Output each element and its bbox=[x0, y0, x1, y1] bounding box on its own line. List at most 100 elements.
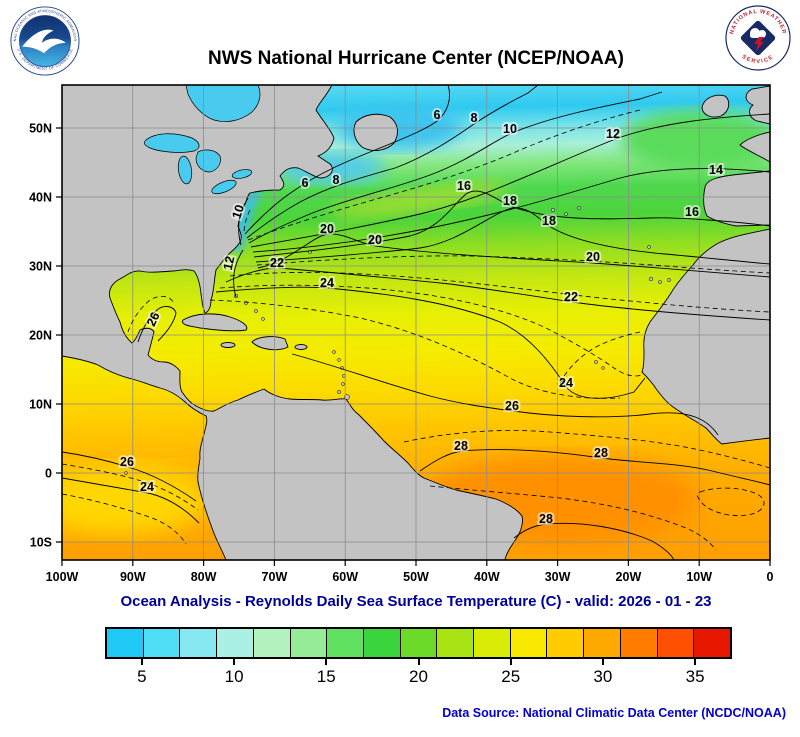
legend-cell bbox=[436, 629, 474, 657]
contour-label: 8 bbox=[333, 173, 340, 187]
legend-cell bbox=[289, 629, 327, 657]
legend-tickmark bbox=[233, 659, 236, 665]
contour-label: 22 bbox=[564, 290, 578, 304]
grid-lines bbox=[62, 85, 770, 560]
contour-labels: 6 8 10 12 6 8 14 16 18 18 16 10 20 20 20… bbox=[118, 106, 725, 528]
legend-tick-label: 20 bbox=[409, 667, 428, 686]
lon-label: 60W bbox=[332, 570, 358, 584]
sst-map: NWS National Hurricane Center (NCEP/NOAA… bbox=[29, 48, 774, 610]
contour-label: 28 bbox=[539, 512, 553, 526]
legend-cell bbox=[399, 629, 437, 657]
lat-label: 10N bbox=[29, 398, 52, 412]
map-caption: Ocean Analysis - Reynolds Daily Sea Surf… bbox=[120, 593, 711, 610]
legend-cell bbox=[656, 629, 694, 657]
island-puerto-rico bbox=[294, 344, 308, 350]
legend-tick-label: 25 bbox=[501, 667, 521, 686]
contour-label: 28 bbox=[594, 446, 608, 460]
legend-tickmark bbox=[601, 659, 604, 665]
legend-tick-label: 30 bbox=[593, 667, 613, 686]
contour-label: 24 bbox=[559, 376, 573, 390]
lat-axis-labels: 50N 40N 30N 20N 10N 0 10S bbox=[29, 122, 52, 550]
contour-label: 8 bbox=[471, 111, 478, 125]
contour-label: 18 bbox=[503, 194, 517, 208]
nws-cloud-icon bbox=[750, 28, 766, 38]
contour-label: 6 bbox=[302, 176, 309, 190]
legend-tick-label: 35 bbox=[685, 667, 705, 686]
lat-label: 0 bbox=[45, 467, 52, 481]
landmass-france bbox=[739, 131, 770, 163]
legend-tick-label: 5 bbox=[137, 667, 147, 686]
legend-tickmark bbox=[417, 659, 420, 665]
landmass-iberia bbox=[703, 170, 770, 227]
contour-label: 24 bbox=[320, 276, 334, 290]
lat-label: 10S bbox=[30, 536, 52, 550]
legend-tickmark bbox=[509, 659, 512, 665]
legend-cell bbox=[142, 629, 180, 657]
contour-label: 22 bbox=[270, 256, 284, 270]
color-scale-legend: 5 10 15 20 25 30 35 bbox=[105, 627, 732, 689]
contour-label: 12 bbox=[606, 127, 620, 141]
lon-label: 50W bbox=[403, 570, 429, 584]
legend-cell bbox=[252, 629, 290, 657]
contour-label: 14 bbox=[709, 163, 723, 177]
contour-label: 16 bbox=[685, 205, 699, 219]
lon-label: 80W bbox=[191, 570, 217, 584]
contour-label: 16 bbox=[457, 179, 471, 193]
legend-tick-label: 10 bbox=[224, 667, 244, 686]
svg-text:SERVICE: SERVICE bbox=[741, 54, 776, 65]
lon-axis-labels: 100W 90W 80W 70W 60W 50W 40W 30W 20W 10W… bbox=[46, 570, 774, 584]
legend-cell bbox=[546, 629, 584, 657]
contour-lines bbox=[62, 85, 770, 560]
lon-label: 40W bbox=[474, 570, 500, 584]
legend-tick-label: 15 bbox=[316, 667, 336, 686]
lat-label: 30N bbox=[29, 260, 52, 274]
lon-label: 100W bbox=[46, 570, 79, 584]
legend-tickmark bbox=[694, 659, 697, 665]
legend-cell bbox=[619, 629, 657, 657]
legend-cell bbox=[693, 629, 730, 657]
contour-label: 20 bbox=[586, 250, 600, 264]
lon-label: 90W bbox=[120, 570, 146, 584]
legend-cell bbox=[509, 629, 547, 657]
contour-label: 10 bbox=[229, 203, 247, 221]
contour-label: 10 bbox=[503, 122, 517, 136]
nws-lightning-icon bbox=[754, 37, 764, 51]
lat-label: 40N bbox=[29, 191, 52, 205]
contour-label: 20 bbox=[368, 233, 382, 247]
lon-label: 10W bbox=[686, 570, 712, 584]
contour-label: 20 bbox=[320, 222, 334, 236]
lat-label: 50N bbox=[29, 122, 52, 136]
legend-tickmark bbox=[325, 659, 328, 665]
contour-label: 18 bbox=[542, 214, 556, 228]
lon-label: 20W bbox=[616, 570, 642, 584]
noaa-logo: NATIONAL OCEANIC AND ATMOSPHERIC ADMINIS… bbox=[10, 6, 80, 76]
legend-cell bbox=[473, 629, 510, 657]
contour-label: 24 bbox=[140, 480, 154, 494]
legend-cell bbox=[362, 629, 400, 657]
page-title: NWS National Hurricane Center (NCEP/NOAA… bbox=[208, 48, 624, 69]
nws-arc-text-bottom: SERVICE bbox=[741, 54, 774, 65]
legend-cell bbox=[107, 629, 143, 657]
hudson-bay bbox=[185, 85, 261, 122]
legend-cell bbox=[326, 629, 363, 657]
contour-label: 12 bbox=[221, 255, 238, 272]
lon-label: 70W bbox=[262, 570, 288, 584]
legend-bar bbox=[105, 627, 732, 659]
legend-cell bbox=[583, 629, 620, 657]
lat-label: 20N bbox=[29, 329, 52, 343]
contour-label: 28 bbox=[454, 439, 468, 453]
island-cuba bbox=[182, 313, 248, 332]
axis-ticks bbox=[56, 127, 771, 566]
island-ireland bbox=[701, 94, 730, 118]
contour-label: 26 bbox=[120, 455, 134, 469]
noaa-gull-icon bbox=[22, 29, 66, 54]
legend-cell bbox=[179, 629, 217, 657]
contour-label: 26 bbox=[505, 399, 519, 413]
landmass-africa bbox=[641, 228, 770, 445]
island-newfoundland bbox=[353, 113, 398, 151]
lon-label: 0 bbox=[767, 570, 774, 584]
great-lakes bbox=[144, 133, 253, 195]
data-source-text: Data Source: National Climatic Data Cent… bbox=[442, 706, 786, 720]
legend-tickmark bbox=[140, 659, 143, 665]
